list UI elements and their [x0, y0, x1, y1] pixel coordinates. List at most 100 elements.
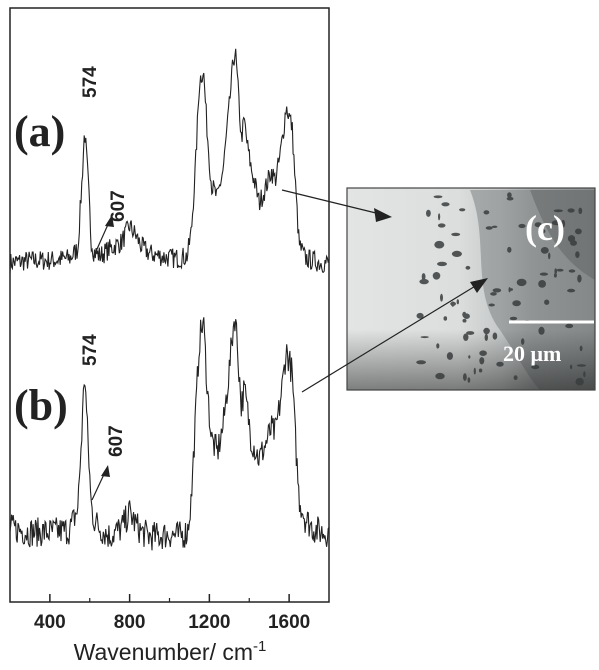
inset-droplet	[554, 268, 557, 275]
inset-droplet	[575, 228, 582, 235]
inset-droplet	[451, 301, 455, 307]
spectrum-line-a	[9, 48, 330, 274]
inset-droplet	[496, 361, 504, 367]
inset-droplet	[516, 278, 527, 287]
inset-droplet	[437, 261, 447, 267]
inset-droplet	[540, 247, 549, 254]
inset-droplet	[473, 367, 476, 375]
inset-droplet	[456, 299, 459, 305]
inset-droplet	[436, 343, 440, 349]
spectra	[9, 48, 330, 551]
peak-arrowhead-a-607	[105, 215, 114, 227]
inset-micrograph	[346, 187, 596, 391]
spectrum-line-b	[9, 317, 330, 551]
inset-droplet	[438, 213, 441, 221]
inset-droplet	[483, 210, 490, 215]
inset-droplet	[446, 352, 453, 360]
inset-droplet	[576, 364, 587, 367]
pointer-arrow-b	[301, 284, 478, 393]
inset-droplet	[433, 195, 443, 199]
inset-droplet	[492, 332, 498, 340]
inset-droplet	[512, 300, 521, 307]
inset-droplet	[451, 250, 462, 257]
inset-label: (c)	[525, 208, 565, 248]
inset-droplet	[492, 288, 502, 293]
x-axis-ticks	[49, 594, 290, 602]
inset-droplet	[509, 316, 518, 321]
inset-droplet	[443, 316, 448, 321]
inset-droplet	[483, 327, 490, 335]
inset-droplet	[575, 251, 580, 258]
inset-droplet	[534, 222, 542, 228]
inset-droplet	[513, 375, 518, 381]
pointer-arrowhead-b	[470, 278, 488, 293]
x-axis-tick-labels: 400 800 1200 1600	[34, 612, 310, 633]
inset-droplet	[570, 240, 577, 246]
inset-droplet	[440, 293, 443, 302]
inset-droplet	[485, 226, 493, 230]
peak-arrowhead-b-607	[101, 465, 110, 477]
inset-droplet	[568, 269, 576, 273]
inset-droplet	[539, 229, 546, 234]
peak-label-a-574: 574	[80, 66, 101, 98]
inset-droplet	[466, 331, 475, 335]
x-tick-label-400: 400	[34, 612, 66, 633]
inset-droplet	[479, 357, 485, 365]
inset-droplet	[420, 336, 429, 339]
inset-droplet	[479, 350, 487, 357]
x-tick-label-800: 800	[114, 612, 146, 633]
inset-droplet	[434, 240, 445, 249]
inset-droplet	[579, 345, 583, 352]
inset-droplet	[567, 288, 576, 293]
peak-label-b-574: 574	[80, 334, 101, 366]
inset-droplet	[531, 364, 540, 370]
inset-droplet	[416, 312, 424, 319]
inset-droplet	[491, 225, 498, 228]
pointer-arrowhead-a	[374, 208, 392, 222]
inset-droplet	[465, 265, 471, 270]
inset-droplet	[416, 360, 426, 365]
inset-droplet	[432, 272, 441, 280]
inset-droplet	[583, 371, 586, 378]
plot-frame	[9, 7, 330, 603]
inset-droplet	[556, 268, 564, 272]
inset-droplet	[484, 333, 488, 341]
peak-label-b-607: 607	[106, 425, 127, 457]
inset-droplet	[509, 288, 513, 291]
inset-droplet	[462, 318, 467, 323]
inset-droplet	[507, 246, 512, 253]
inset-droplet	[575, 377, 584, 386]
inset-droplet	[548, 252, 551, 260]
inset-droplet	[435, 372, 445, 380]
inset-droplet	[441, 202, 450, 207]
inset-droplet	[544, 299, 550, 305]
inset-droplet	[451, 232, 461, 237]
peak-label-a-607: 607	[108, 190, 129, 222]
inset-droplet	[506, 196, 514, 201]
inset-droplet	[561, 219, 566, 228]
inset-droplet	[553, 273, 557, 278]
inset-droplet	[421, 273, 426, 281]
inset-droplet	[538, 280, 546, 288]
inset-droplet	[419, 278, 429, 285]
x-axis-label: Wavenumber/ cm-1	[74, 638, 267, 665]
inset-droplet	[578, 207, 583, 214]
inset-droplet	[538, 326, 545, 335]
inset-droplet	[539, 272, 549, 276]
peak-arrow-a-607	[92, 219, 111, 259]
inset-droplet	[468, 355, 471, 359]
inset-droplet	[462, 311, 467, 318]
inset-droplet	[467, 377, 471, 383]
inset-droplet	[553, 209, 563, 213]
inset-droplet	[567, 208, 575, 213]
pointer-arrow-a	[281, 189, 381, 215]
inset-droplet	[507, 192, 512, 198]
inset-droplet	[463, 333, 469, 341]
inset-droplet	[437, 223, 446, 228]
inset-droplet	[426, 209, 431, 217]
scale-bar-label: 20 μm	[503, 341, 561, 366]
inset-droplet	[459, 208, 466, 212]
inset-droplet	[570, 364, 573, 370]
inset-droplet	[490, 292, 497, 296]
